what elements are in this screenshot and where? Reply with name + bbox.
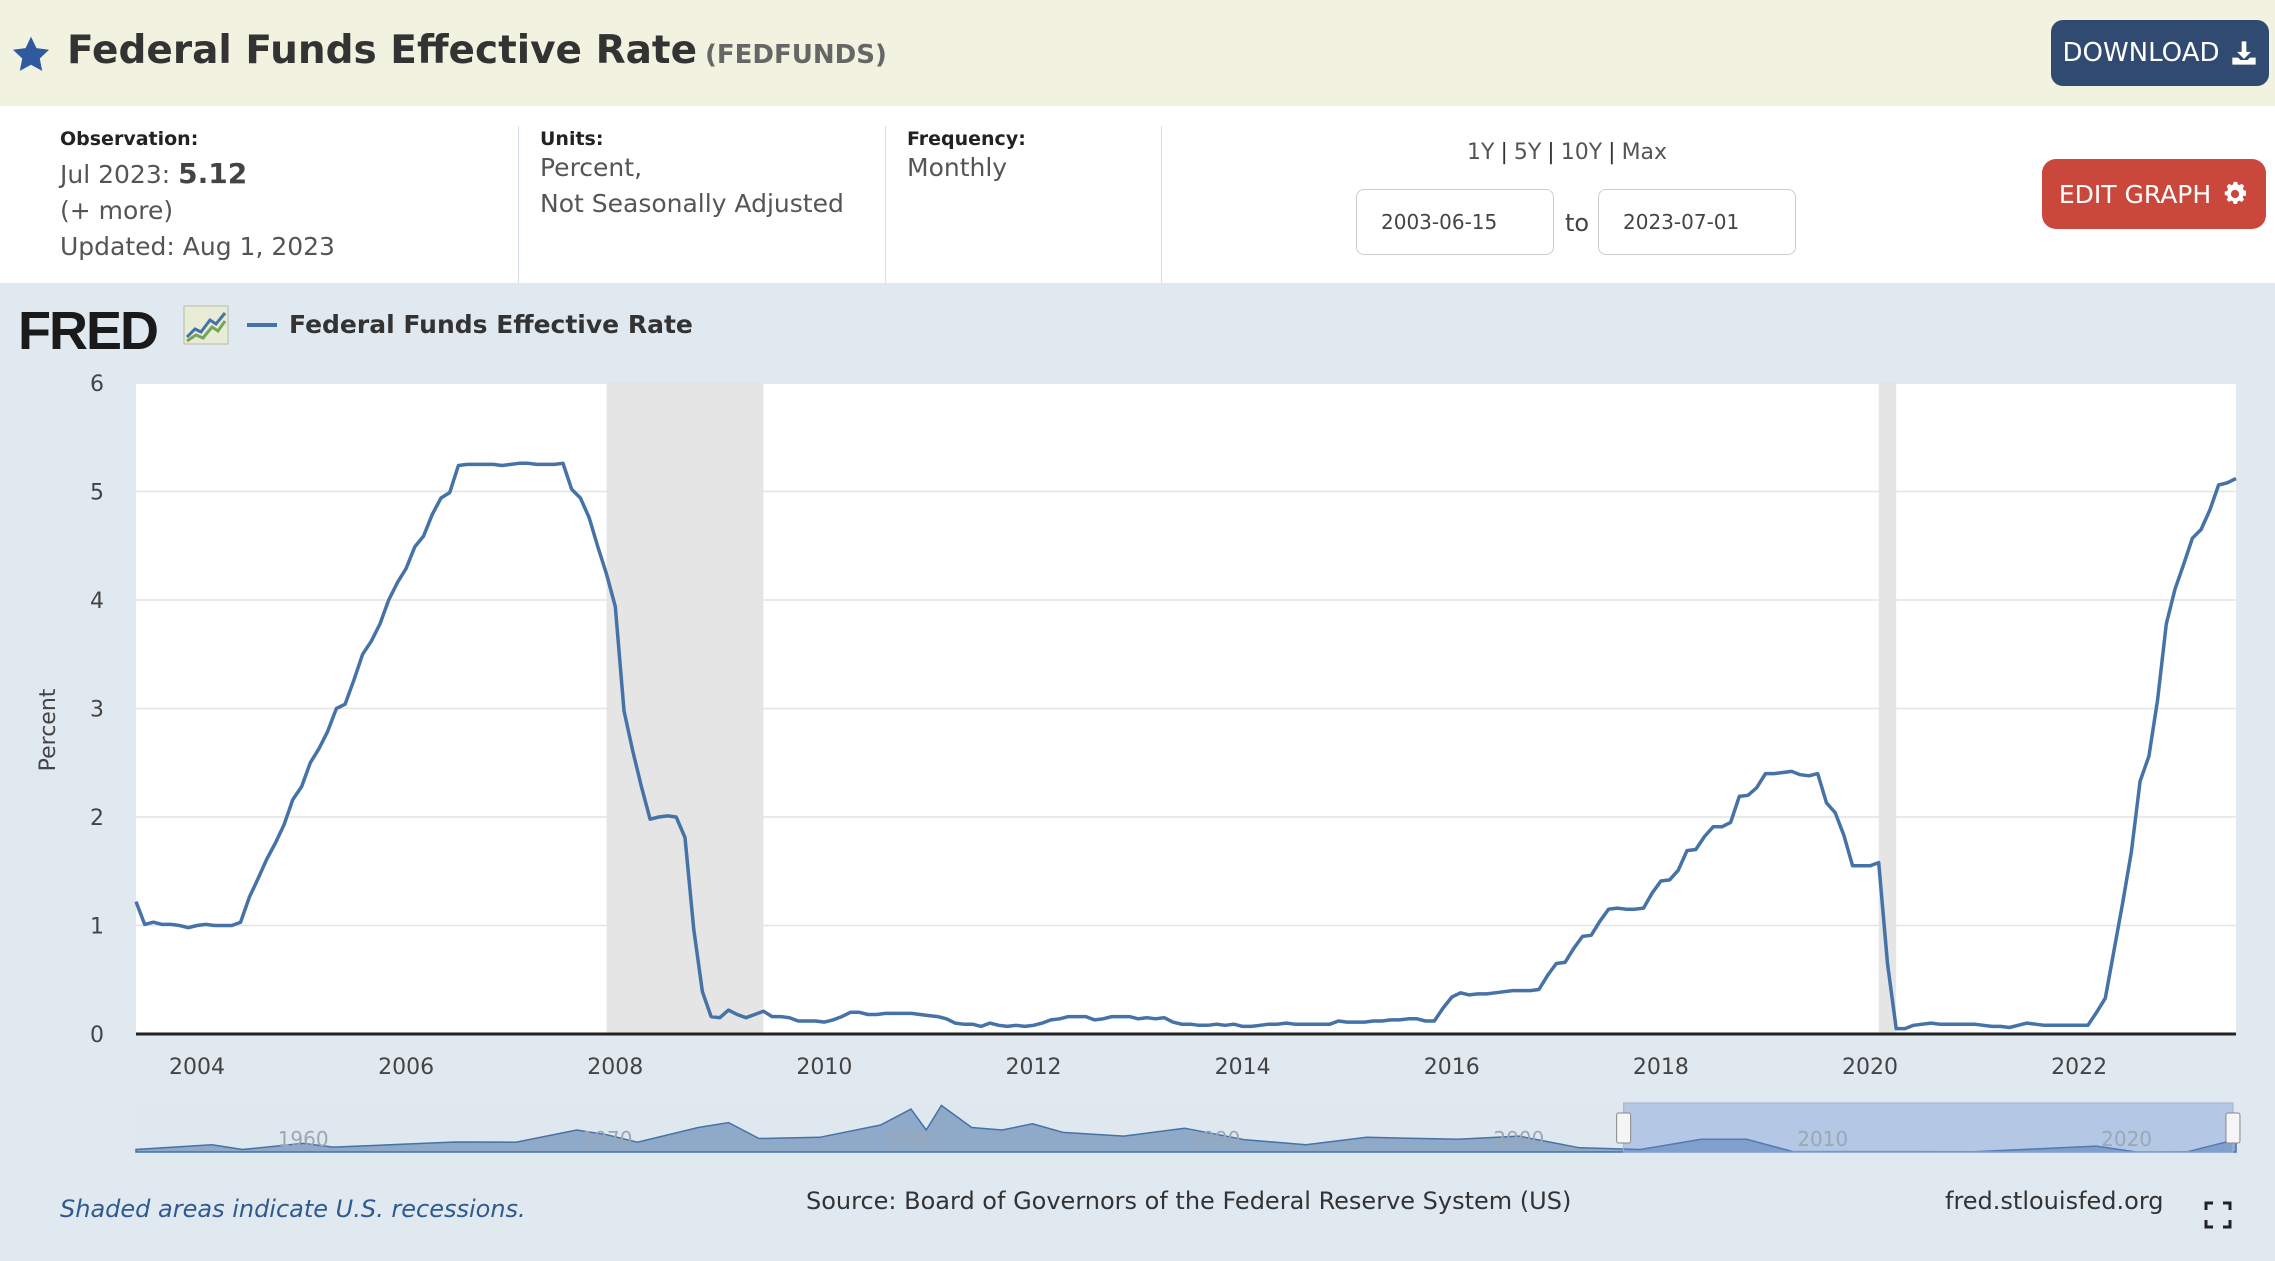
- y-tick-label: 6: [90, 372, 104, 397]
- edit-graph-label: EDIT GRAPH: [2058, 179, 2212, 209]
- x-tick-label: 2014: [1215, 1055, 1271, 1080]
- range-max[interactable]: Max: [1621, 140, 1668, 165]
- page-title: Federal Funds Effective Rate (FEDFUNDS): [67, 28, 887, 73]
- units-line-1: Percent,: [540, 153, 643, 182]
- range-5y[interactable]: 5Y: [1513, 140, 1542, 165]
- legend-swatch: [247, 322, 277, 327]
- divider: [518, 126, 519, 286]
- download-label: DOWNLOAD: [2062, 38, 2220, 68]
- x-tick-label: 2012: [1006, 1055, 1062, 1080]
- updated-date: Updated: Aug 1, 2023: [60, 232, 335, 261]
- series-id: (FEDFUNDS): [705, 40, 887, 70]
- units-label: Units:: [540, 128, 604, 150]
- observation-label: Observation:: [60, 128, 199, 150]
- navigator-handle[interactable]: [2225, 1112, 2241, 1144]
- y-tick-label: 3: [90, 698, 104, 723]
- series-title: Federal Funds Effective Rate: [67, 28, 698, 73]
- frequency-block: Frequency: Monthly: [907, 128, 1026, 186]
- navigator-tick-label: 2010: [1797, 1127, 1848, 1151]
- fred-logo[interactable]: FRED: [18, 301, 159, 361]
- download-icon: [2231, 41, 2256, 65]
- range-1y[interactable]: 1Y: [1467, 140, 1495, 165]
- frequency-value: Monthly: [907, 153, 1008, 182]
- navigator-tick-label: 1980: [886, 1127, 937, 1151]
- download-button[interactable]: DOWNLOAD: [2051, 20, 2269, 86]
- y-tick-label: 0: [90, 1023, 104, 1048]
- y-tick-label: 5: [90, 481, 104, 506]
- y-tick-label: 1: [90, 915, 104, 940]
- series-line: [134, 461, 2237, 1031]
- divider: [1161, 126, 1162, 286]
- navigator-tick-label: 1960: [278, 1127, 329, 1151]
- navigator-selection: [1623, 1102, 2234, 1153]
- observation-period: Jul 2023:: [60, 160, 171, 189]
- gear-icon: [2224, 181, 2247, 204]
- x-tick-label: 2022: [2051, 1055, 2107, 1080]
- frequency-label: Frequency:: [907, 128, 1026, 150]
- end-date-input[interactable]: 2023-07-01: [1598, 189, 1796, 255]
- y-tick-label: 4: [90, 589, 104, 614]
- y-tick-label: 2: [90, 806, 104, 831]
- edit-graph-button[interactable]: EDIT GRAPH: [2042, 159, 2266, 229]
- navigator-handle[interactable]: [1616, 1112, 1632, 1144]
- x-tick-label: 2008: [587, 1055, 643, 1080]
- navigator-tick-label: 1990: [1189, 1127, 1240, 1151]
- favorite-star-icon[interactable]: [10, 34, 52, 76]
- fullscreen-icon[interactable]: [2204, 1201, 2232, 1229]
- page-header: Federal Funds Effective Rate (FEDFUNDS) D…: [0, 0, 2275, 106]
- navigator-tick-label: 2020: [2101, 1127, 2152, 1151]
- units-line-2: Not Seasonally Adjusted: [540, 189, 844, 218]
- site-url[interactable]: fred.stlouisfed.org: [1945, 1187, 2164, 1215]
- navigator-tick-label: 2000: [1493, 1127, 1544, 1151]
- x-tick-label: 2006: [378, 1055, 434, 1080]
- more-observations-link[interactable]: (+ more): [60, 196, 174, 225]
- observation-block: Observation: Jul 2023: 5.12 (+ more) Upd…: [60, 128, 335, 265]
- series-meta: Observation: Jul 2023: 5.12 (+ more) Upd…: [0, 106, 2275, 286]
- x-tick-label: 2016: [1424, 1055, 1480, 1080]
- units-block: Units: Percent, Not Seasonally Adjusted: [540, 128, 844, 222]
- range-links: 1Y | 5Y | 10Y | Max: [1467, 140, 1668, 165]
- observation-value: 5.12: [178, 157, 248, 190]
- divider: [885, 126, 886, 286]
- x-tick-label: 2010: [796, 1055, 852, 1080]
- x-tick-label: 2020: [1842, 1055, 1898, 1080]
- x-tick-label: 2004: [169, 1055, 225, 1080]
- range-10y[interactable]: 10Y: [1560, 140, 1603, 165]
- recession-note: Shaded areas indicate U.S. recessions.: [60, 1195, 526, 1223]
- navigator-tick-label: 1970: [582, 1127, 633, 1151]
- date-to-label: to: [1565, 209, 1590, 237]
- x-tick-label: 2018: [1633, 1055, 1689, 1080]
- legend-label: Federal Funds Effective Rate: [289, 310, 693, 339]
- source-text: Source: Board of Governors of the Federa…: [806, 1187, 1572, 1215]
- start-date-input[interactable]: 2003-06-15: [1356, 189, 1554, 255]
- fred-graph-icon: [183, 305, 229, 345]
- chart-legend: Federal Funds Effective Rate: [247, 310, 693, 339]
